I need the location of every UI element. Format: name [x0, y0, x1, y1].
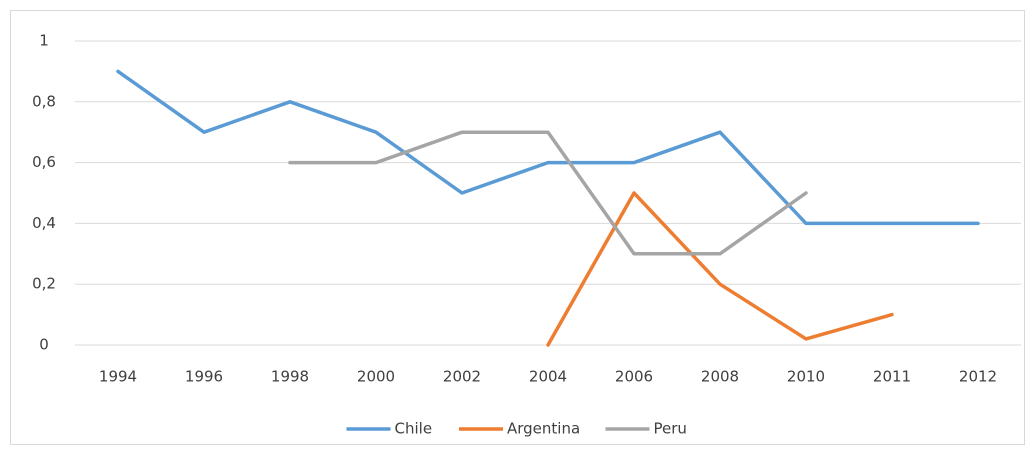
y-tick-label: 0	[39, 336, 49, 354]
x-tick-label: 2004	[529, 368, 567, 386]
chart-frame	[10, 10, 1025, 445]
line-series	[288, 130, 808, 256]
x-tick-label: 2002	[443, 368, 481, 386]
y-tick-label: 0,6	[32, 153, 56, 171]
x-tick-label: 2011	[873, 368, 911, 386]
legend-label: Chile	[395, 420, 433, 438]
y-tick-label: 1	[39, 32, 49, 50]
y-tick-label: 0,8	[32, 92, 56, 110]
line-series	[116, 69, 980, 226]
y-tick-label: 0,2	[32, 275, 56, 293]
x-tick-label: 2008	[701, 368, 739, 386]
line-series	[546, 191, 894, 347]
legend-label: Peru	[654, 420, 687, 438]
x-tick-label: 1996	[185, 368, 223, 386]
y-tick-label: 0,4	[32, 214, 56, 232]
x-tick-label: 2000	[357, 368, 395, 386]
x-tick-label: 2010	[787, 368, 825, 386]
x-tick-label: 2012	[959, 368, 997, 386]
x-tick-label: 1994	[99, 368, 137, 386]
x-tick-label: 2006	[615, 368, 653, 386]
legend-label: Argentina	[507, 420, 580, 438]
x-tick-label: 1998	[271, 368, 309, 386]
